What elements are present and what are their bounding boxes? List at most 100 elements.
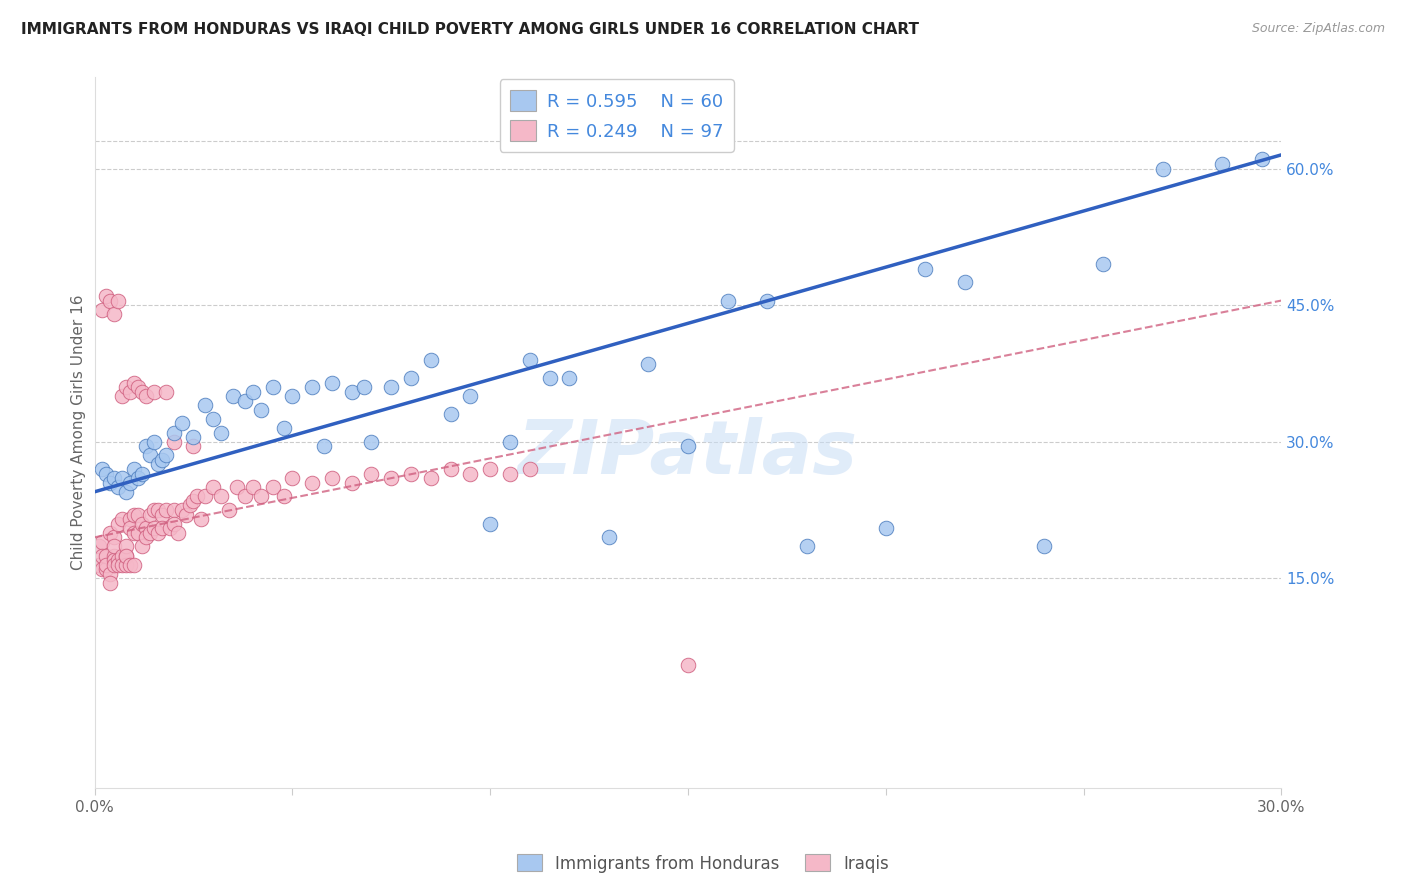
Point [96,549,118,563]
Point [222,389,245,403]
Point [281,389,304,403]
Point [953,276,976,290]
Point [146,458,169,472]
Point [115,380,138,394]
Point [91,302,114,317]
Point [439,408,461,422]
Point [380,380,402,394]
Point [186,489,208,503]
Point [676,439,699,453]
Point [155,448,177,462]
Point [163,434,186,449]
Point [183,494,205,508]
Point [87,540,110,554]
Point [103,540,125,554]
Point [194,398,217,412]
Point [115,540,138,554]
Point [135,389,157,403]
Point [419,352,441,367]
Point [120,475,142,490]
Point [321,376,343,390]
Point [170,503,193,517]
Point [796,540,818,554]
Y-axis label: Child Poverty Among Girls Under 16: Child Poverty Among Girls Under 16 [72,295,86,570]
Point [96,289,118,303]
Point [100,475,122,490]
Point [103,530,125,544]
Point [96,562,118,576]
Point [127,471,149,485]
Point [353,380,375,394]
Point [127,508,149,522]
Point [131,467,153,481]
Point [100,566,122,581]
Point [1092,257,1115,271]
Point [183,430,205,444]
Point [142,434,165,449]
Point [360,467,382,481]
Point [107,553,129,567]
Point [273,421,295,435]
Point [150,453,173,467]
Point [120,384,142,399]
Point [159,521,181,535]
Point [122,525,145,540]
Point [202,412,225,426]
Point [139,508,162,522]
Point [170,417,193,431]
Point [1250,153,1272,167]
Point [139,525,162,540]
Point [100,575,122,590]
Point [127,525,149,540]
Point [233,393,256,408]
Point [249,402,271,417]
Point [155,503,177,517]
Point [262,380,284,394]
Point [875,521,897,535]
Point [262,480,284,494]
Point [179,499,201,513]
Point [460,389,482,403]
Point [209,425,232,440]
Point [87,558,110,572]
Point [96,558,118,572]
Point [194,489,217,503]
Text: ZIPatlas: ZIPatlas [517,417,858,491]
Point [166,525,188,540]
Point [226,480,249,494]
Point [111,549,134,563]
Point [135,530,157,544]
Point [499,434,522,449]
Point [103,553,125,567]
Point [183,439,205,453]
Point [100,293,122,308]
Point [131,516,153,531]
Point [340,475,363,490]
Point [273,489,295,503]
Point [756,293,779,308]
Point [399,371,422,385]
Point [115,484,138,499]
Point [131,540,153,554]
Point [321,471,343,485]
Point [499,467,522,481]
Point [111,389,134,403]
Point [242,384,264,399]
Text: Source: ZipAtlas.com: Source: ZipAtlas.com [1251,22,1385,36]
Point [139,448,162,462]
Point [135,439,157,453]
Point [111,558,134,572]
Point [419,471,441,485]
Point [174,508,197,522]
Point [360,434,382,449]
Point [103,558,125,572]
Point [399,467,422,481]
Point [1211,157,1233,171]
Point [103,471,125,485]
Point [249,489,271,503]
Point [163,503,186,517]
Point [91,534,114,549]
Point [716,293,738,308]
Point [142,503,165,517]
Point [340,384,363,399]
